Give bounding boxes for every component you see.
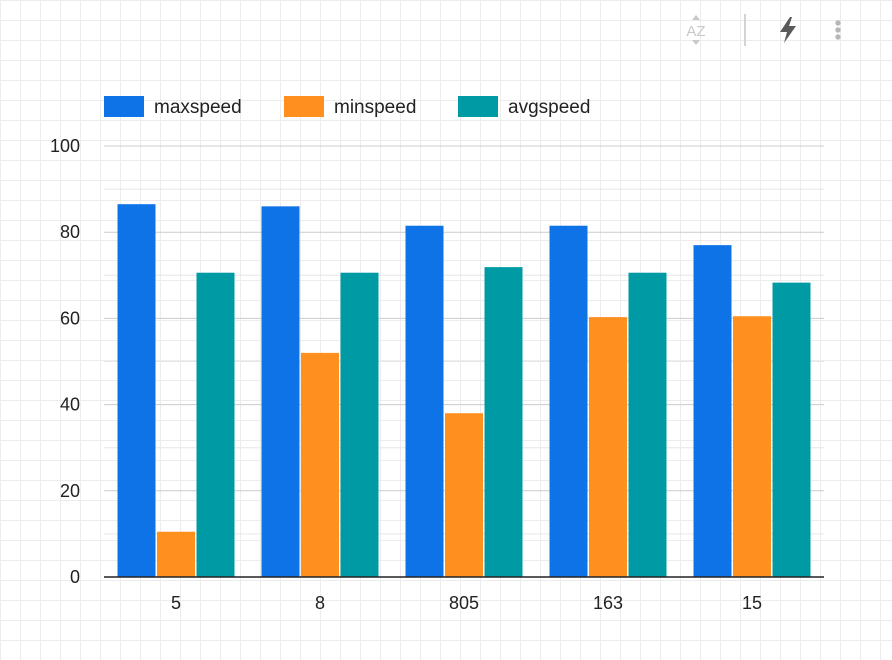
- bar-maxspeed-8: [261, 206, 300, 577]
- sort-button[interactable]: AZ: [678, 10, 714, 50]
- legend-swatch-avgspeed: [458, 96, 498, 117]
- more-options-button[interactable]: [820, 10, 856, 50]
- bar-avgspeed-5: [196, 272, 235, 577]
- bar-minspeed-5: [157, 531, 195, 577]
- y-tick-label: 80: [60, 222, 80, 242]
- x-tick-label: 5: [171, 593, 181, 613]
- bar-avgspeed-15: [772, 282, 811, 577]
- bar-maxspeed-805: [405, 225, 444, 578]
- legend-label-minspeed: minspeed: [334, 97, 416, 118]
- x-tick-label: 15: [742, 593, 762, 613]
- y-tick-label: 100: [50, 136, 80, 156]
- bar-avgspeed-805: [484, 267, 523, 577]
- bar-minspeed-8: [301, 352, 339, 577]
- bar-avgspeed-163: [628, 272, 667, 577]
- toolbar-divider: [744, 14, 746, 46]
- sort-az-icon: AZ: [686, 15, 706, 45]
- y-tick-label: 0: [70, 567, 80, 587]
- flash-button[interactable]: [770, 10, 806, 50]
- chart-toolbar: AZ: [652, 10, 892, 54]
- x-tick-label: 805: [449, 593, 479, 613]
- more-vertical-icon: [835, 20, 841, 40]
- bar-maxspeed-5: [117, 204, 156, 577]
- legend-swatch-minspeed: [284, 96, 324, 117]
- y-tick-label: 20: [60, 481, 80, 501]
- bar-minspeed-163: [589, 317, 627, 577]
- y-tick-label: 40: [60, 395, 80, 415]
- y-tick-label: 60: [60, 308, 80, 328]
- bar-avgspeed-8: [340, 272, 379, 577]
- x-tick-label: 8: [315, 593, 325, 613]
- x-tick-label: 163: [593, 593, 623, 613]
- bar-minspeed-15: [733, 316, 771, 577]
- lightning-bolt-icon: [780, 17, 796, 43]
- sort-icon-label: AZ: [686, 23, 705, 40]
- bar-maxspeed-15: [693, 245, 732, 577]
- legend-swatch-maxspeed: [104, 96, 144, 117]
- legend-label-avgspeed: avgspeed: [508, 97, 590, 118]
- legend-label-maxspeed: maxspeed: [154, 97, 242, 118]
- bar-maxspeed-163: [549, 225, 588, 578]
- bar-minspeed-805: [445, 413, 483, 577]
